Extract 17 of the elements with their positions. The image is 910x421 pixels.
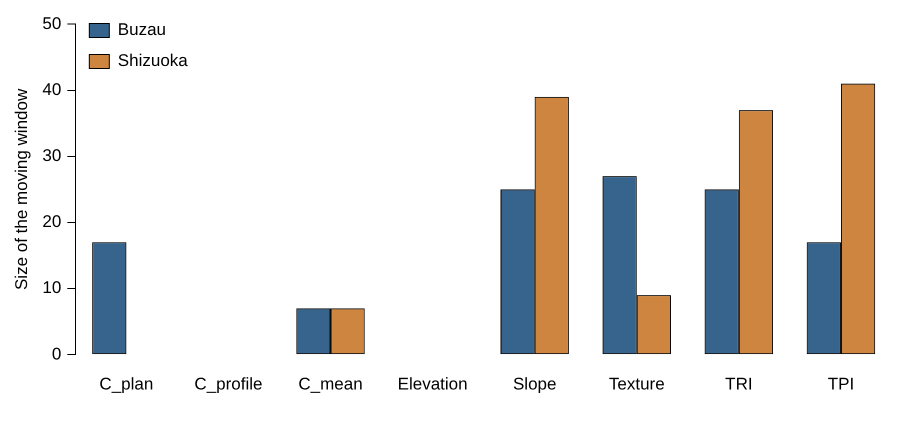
y-tick-label: 20 <box>42 212 62 232</box>
legend-label: Buzau <box>118 20 166 40</box>
x-tick-label: C_plan <box>99 374 154 394</box>
x-tick-label: TRI <box>725 374 753 394</box>
x-tick-label: Texture <box>608 374 665 394</box>
y-tick-label: 30 <box>42 146 62 166</box>
y-tick-label: 0 <box>52 344 62 364</box>
y-tick-label: 40 <box>42 80 62 99</box>
x-tick-label: C_mean <box>298 374 363 394</box>
legend-label: Shizuoka <box>118 51 188 70</box>
y-tick-label: 10 <box>42 278 62 298</box>
x-tick-label: C_profile <box>194 374 262 394</box>
x-tick-label: Slope <box>512 374 556 394</box>
y-tick-label: 50 <box>42 14 62 33</box>
y-axis-title: Size of the moving window <box>12 88 31 290</box>
x-tick-label: Elevation <box>398 374 468 394</box>
x-tick-label: TPI <box>828 374 854 394</box>
